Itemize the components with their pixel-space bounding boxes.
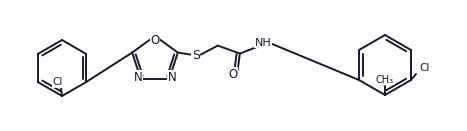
Text: O: O [228,68,237,81]
Text: O: O [150,34,160,48]
Text: S: S [192,49,200,62]
Text: N: N [168,71,177,84]
Text: NH: NH [255,38,271,48]
Text: N: N [134,71,142,84]
Text: Cl: Cl [53,77,63,87]
Text: Cl: Cl [420,63,430,73]
Text: CH₃: CH₃ [376,75,394,85]
